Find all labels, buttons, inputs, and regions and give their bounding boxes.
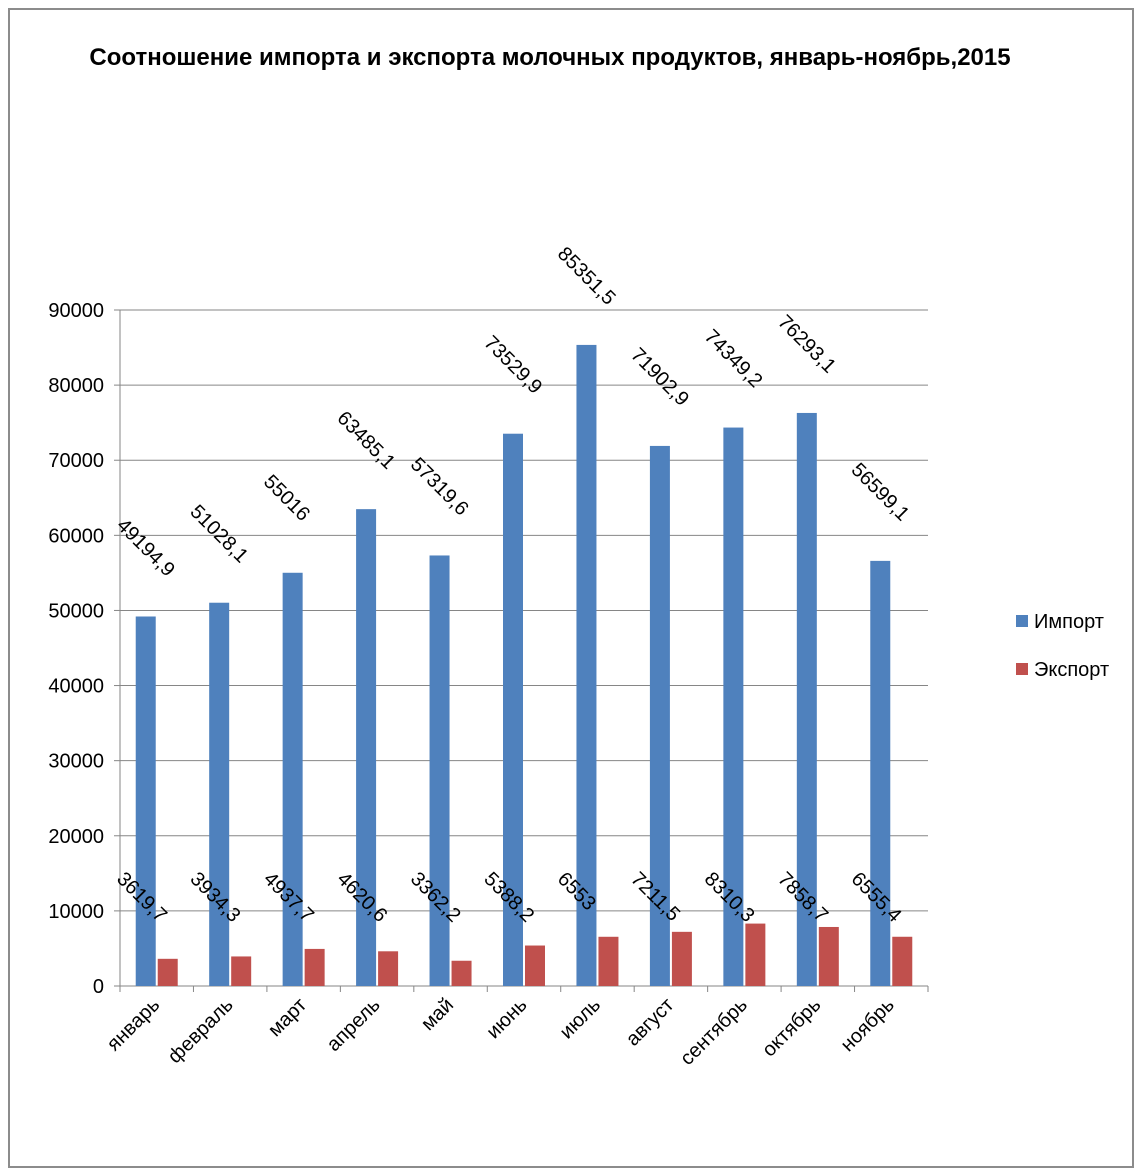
bar-import: [135, 616, 156, 986]
bar-export: [892, 936, 913, 986]
axes: [119, 310, 928, 987]
gridlines: [120, 309, 928, 912]
x-tick-label: февраль: [164, 994, 238, 1068]
bar-import: [576, 344, 597, 986]
x-tick-label: июнь: [482, 994, 531, 1043]
x-axis-ticks: январь февраль март апрель май июнь июль август…: [103, 986, 929, 1070]
bar-export: [818, 926, 839, 986]
bar-export: [598, 936, 619, 986]
bar-import: [870, 560, 891, 986]
bar-import: [503, 433, 523, 986]
bar-export: [157, 958, 178, 986]
x-tick-label: май: [417, 994, 458, 1035]
bar-import: [796, 412, 817, 986]
y-tick-label: 80000: [48, 375, 104, 397]
bar-import: [723, 427, 744, 986]
data-label-import: 63485,1: [333, 407, 400, 474]
x-tick-label: июль: [556, 994, 605, 1043]
x-tick-label: ноябрь: [837, 994, 899, 1056]
x-tick-label: сентябрь: [676, 994, 752, 1070]
y-tick-label: 50000: [48, 600, 104, 622]
data-label-import: 56599,1: [847, 459, 914, 526]
data-label-import: 76293,1: [773, 311, 840, 378]
data-label-import: 71902,9: [626, 344, 693, 411]
y-tick-label: 70000: [48, 450, 104, 472]
y-tick-label: 60000: [48, 525, 104, 547]
y-tick-label: 10000: [48, 901, 104, 923]
x-tick-label: октябрь: [758, 994, 825, 1061]
bar-import: [209, 602, 230, 986]
bar-import: [282, 572, 303, 986]
y-tick-label: 90000: [48, 300, 104, 322]
data-label-import: 85351,5: [553, 243, 620, 310]
y-tick-label: 40000: [48, 676, 104, 698]
data-label-import: 57319,6: [406, 453, 473, 520]
legend-swatch: [1016, 615, 1028, 627]
bar-export: [378, 951, 399, 986]
data-label-import: 74349,2: [700, 326, 767, 393]
data-label-import: 49194,9: [112, 514, 179, 581]
x-tick-label: март: [264, 994, 311, 1041]
y-axis-ticks: 0 10000 20000 30000 40000 50000 60000 70000 8000…: [48, 300, 120, 998]
y-tick-label: 0: [93, 976, 104, 998]
x-tick-label: январь: [103, 994, 164, 1055]
y-tick-label: 20000: [48, 826, 104, 848]
bars: [135, 344, 913, 986]
bar-export: [745, 923, 766, 986]
y-tick-label: 30000: [48, 751, 104, 773]
legend-label: Импорт: [1034, 611, 1104, 633]
chart-frame: [8, 8, 1134, 1168]
chart-title: Соотношение импорта и экспорта молочных …: [89, 44, 1011, 71]
bar-export: [671, 931, 692, 986]
bar-import: [649, 445, 670, 986]
bar-export: [451, 960, 472, 986]
data-label-import: 51028,1: [186, 501, 253, 568]
bar-import: [429, 555, 450, 986]
data-label-import: 55016: [259, 471, 314, 526]
bar-import: [356, 509, 377, 986]
bar-export: [231, 956, 252, 986]
legend: Импорт Экспорт: [1016, 611, 1109, 681]
bar-export: [304, 948, 325, 986]
data-label-import: 73529,9: [479, 332, 546, 399]
legend-swatch: [1016, 663, 1028, 675]
legend-label: Экспорт: [1034, 659, 1109, 681]
x-tick-label: апрель: [323, 994, 385, 1056]
x-tick-label: август: [622, 994, 679, 1051]
bar-export: [525, 945, 545, 986]
